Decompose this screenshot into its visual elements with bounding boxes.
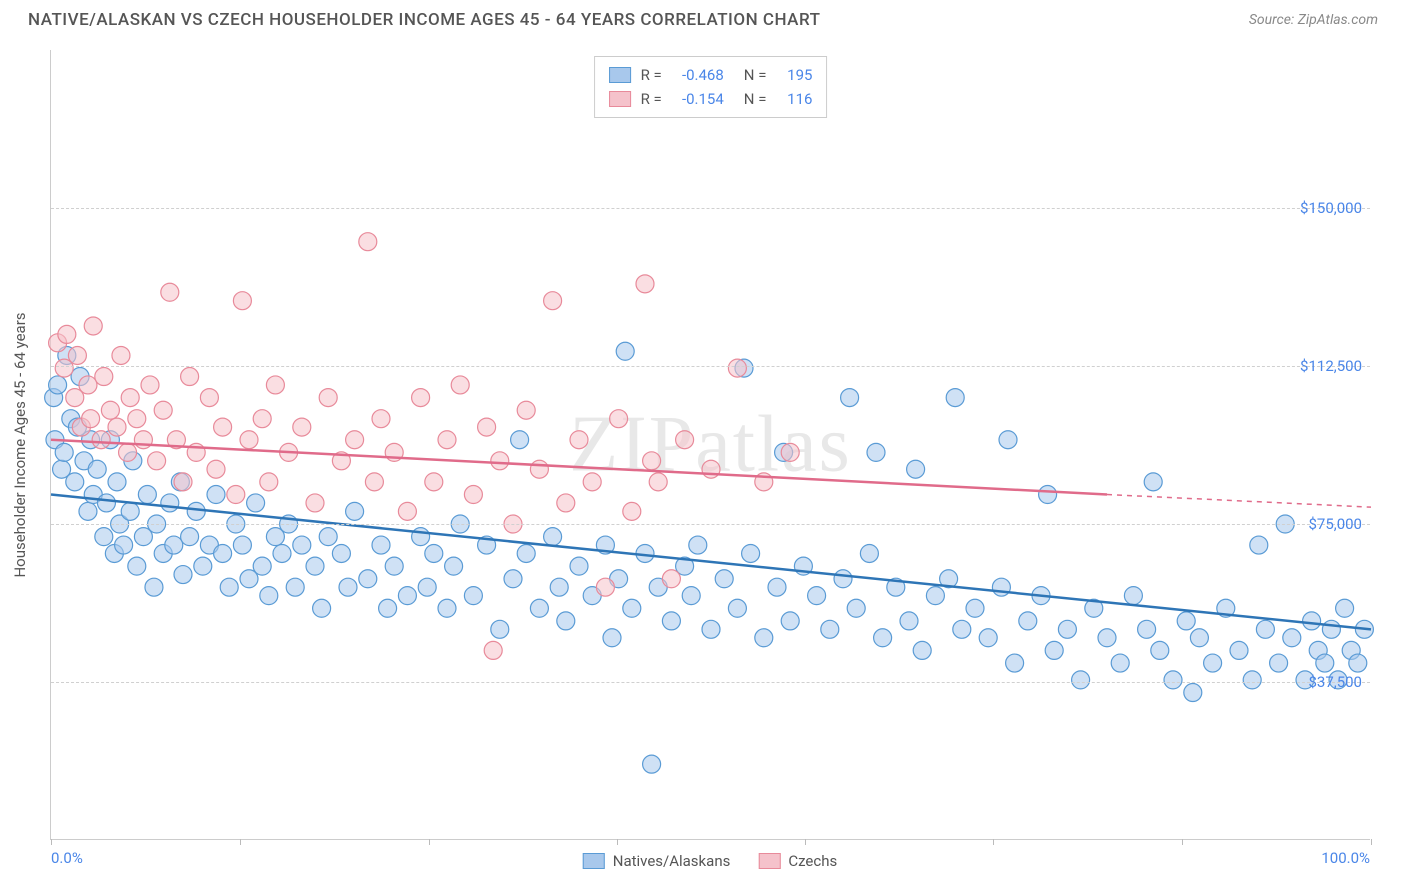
legend-r-key: R = (641, 63, 662, 87)
legend-swatch (609, 91, 631, 107)
legend-r-value: -0.468 (672, 63, 724, 87)
gridline (51, 366, 1370, 367)
legend-swatch (758, 853, 780, 869)
trendline-layer (51, 50, 1370, 839)
legend-n-value: 195 (776, 63, 812, 87)
legend-swatch (583, 853, 605, 869)
legend-n-value: 116 (776, 87, 812, 111)
series-legend: Natives/Alaskans Czechs (583, 852, 838, 870)
gridline (51, 524, 1370, 525)
legend-row: R = -0.154 N = 116 (609, 87, 813, 111)
x-tick (1182, 839, 1183, 845)
source-attribution: Source: ZipAtlas.com (1249, 12, 1378, 28)
x-tick (805, 839, 806, 845)
series-legend-item: Czechs (758, 852, 837, 870)
series-legend-item: Natives/Alaskans (583, 852, 731, 870)
gridline (51, 208, 1370, 209)
x-tick (240, 839, 241, 845)
legend-swatch (609, 67, 631, 83)
x-tick (51, 839, 52, 845)
x-tick (429, 839, 430, 845)
y-axis-label: Householder Income Ages 45 - 64 years (11, 312, 29, 577)
trendline-extrapolated (1107, 495, 1371, 508)
legend-n-key: N = (744, 87, 767, 111)
x-tick (617, 839, 618, 845)
y-tick-label: $112,500 (1300, 357, 1362, 375)
legend-r-key: R = (641, 87, 662, 111)
trendline (51, 440, 1107, 495)
chart-container: Householder Income Ages 45 - 64 years ZI… (50, 50, 1370, 840)
x-tick-label: 100.0% (1321, 849, 1370, 867)
series-label: Czechs (788, 852, 837, 870)
series-label: Natives/Alaskans (613, 852, 731, 870)
x-tick (993, 839, 994, 845)
y-tick-label: $75,000 (1308, 515, 1362, 533)
x-tick-label: 0.0% (51, 849, 83, 867)
y-tick-label: $37,500 (1308, 673, 1362, 691)
legend-row: R = -0.468 N = 195 (609, 63, 813, 87)
chart-title: NATIVE/ALASKAN VS CZECH HOUSEHOLDER INCO… (28, 10, 820, 30)
gridline (51, 682, 1370, 683)
legend-r-value: -0.154 (672, 87, 724, 111)
trendline (51, 495, 1371, 630)
legend-n-key: N = (744, 63, 767, 87)
plot-area: ZIPatlas R =-0.468N =195R =-0.154N =116 … (50, 50, 1370, 840)
correlation-legend: R = -0.468 N = 195 R = -0.154 N = 116 (594, 56, 828, 118)
y-tick-label: $150,000 (1300, 199, 1362, 217)
x-tick (1371, 839, 1372, 845)
